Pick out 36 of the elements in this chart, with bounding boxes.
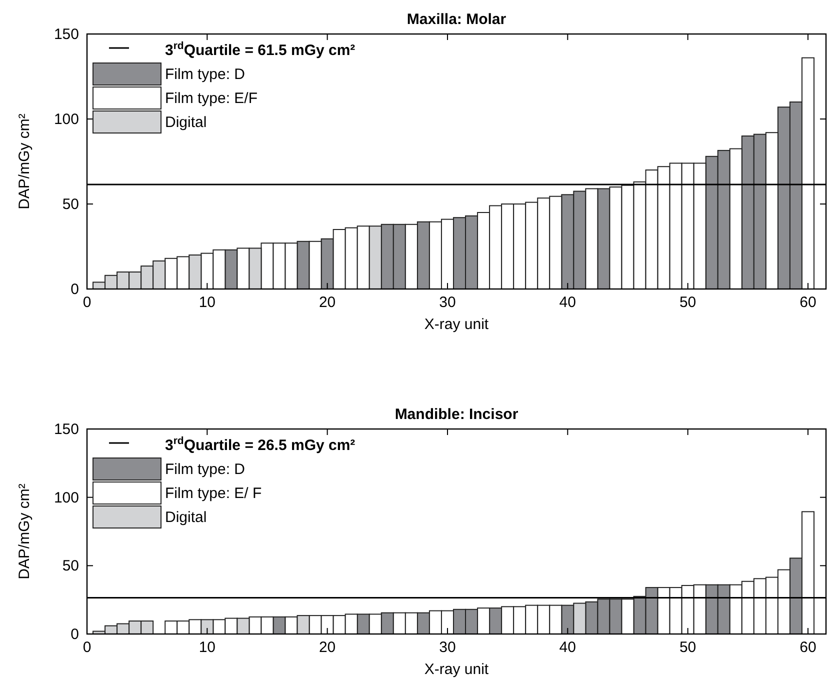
legend-label: Digital [165, 114, 207, 131]
y-tick-label: 0 [70, 281, 79, 298]
x-tick-label: 20 [318, 294, 336, 311]
x-tick-label: 40 [559, 294, 576, 311]
legend-label: Film type: E/ F [165, 485, 262, 502]
legend-label: Film type: E/F [165, 90, 258, 107]
x-tick-label: 30 [439, 639, 456, 656]
x-tick-label: 50 [679, 294, 696, 311]
legend-label: 3$^{rd}$Quartile = 61.5 mGy cm² [165, 40, 356, 59]
y-tick-label: 150 [54, 421, 79, 438]
chart-title: Maxilla: Molar [406, 11, 506, 28]
x-tick-label: 20 [318, 639, 336, 656]
legend-label: Film type: D [165, 461, 246, 478]
y-tick-label: 50 [62, 196, 79, 213]
x-axis-title: X-ray unit [424, 661, 490, 678]
x-tick-label: 60 [800, 639, 816, 656]
x-tick-label: 60 [800, 294, 816, 311]
y-axis-title: DAP/mGy cm² [16, 484, 33, 580]
chart-title: Mandible: Incisor [394, 406, 518, 423]
x-tick-label: 0 [82, 294, 92, 311]
x-tick-label: 30 [439, 294, 456, 311]
y-tick-label: 0 [70, 626, 79, 643]
legend-label: Film type: D [165, 66, 246, 83]
y-tick-label: 50 [62, 558, 79, 575]
x-tick-label: 40 [559, 639, 576, 656]
y-tick-label: 100 [54, 111, 79, 128]
y-axis-title: DAP/mGy cm² [16, 114, 33, 210]
x-axis-title: X-ray unit [424, 316, 490, 333]
x-tick-label: 10 [198, 294, 216, 311]
x-tick-label: 50 [679, 639, 696, 656]
legend-label: 3$^{rd}$Quartile = 26.5 mGy cm² [165, 435, 356, 454]
x-tick-label: 10 [198, 639, 216, 656]
legend-label: Digital [165, 509, 207, 526]
y-tick-label: 150 [54, 26, 79, 43]
x-tick-label: 0 [82, 639, 92, 656]
y-tick-label: 100 [54, 489, 79, 506]
